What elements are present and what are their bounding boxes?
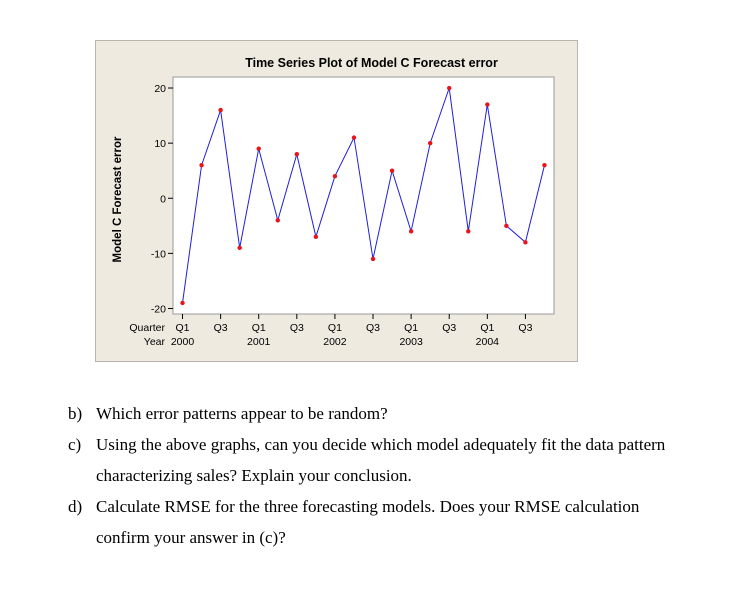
data-point [504, 223, 509, 229]
x-tick-quarter-label: Q1 [404, 322, 418, 334]
question-text: confirm your answer in (c)? [96, 528, 286, 547]
x-tick-year-label: 2004 [476, 336, 500, 348]
data-point [294, 151, 300, 157]
x-tick-year-label: 2001 [247, 336, 271, 348]
x-tick-quarter-label: Q3 [290, 322, 304, 334]
question-list: b) Which error patterns appear to be ran… [68, 398, 728, 553]
question-text: Calculate RMSE for the three forecasting… [96, 497, 640, 516]
data-point [275, 218, 280, 223]
data-point [199, 162, 204, 168]
series-line [182, 87, 545, 304]
data-point [485, 102, 490, 107]
question-d: d) Calculate RMSE for the three forecast… [68, 491, 728, 553]
data-point [218, 107, 223, 113]
chart-title: Time Series Plot of Model C Forecast err… [245, 56, 498, 70]
data-point [523, 240, 528, 245]
x-tick-quarter-label: Q3 [214, 322, 228, 334]
data-point [351, 135, 357, 140]
question-letter: d) [68, 497, 83, 516]
x-tick-quarter-label: Q1 [328, 322, 342, 334]
x-tick-quarter-label: Q1 [176, 322, 190, 334]
data-point [313, 234, 319, 240]
data-point [427, 140, 433, 146]
time-series-chart: Time Series Plot of Model C Forecast err… [95, 40, 578, 362]
x-tick-quarter-label: Q1 [252, 322, 266, 334]
chart-panel: Time Series Plot of Model C Forecast err… [95, 40, 578, 362]
y-tick-label: -20 [151, 303, 166, 315]
question-text: Which error patterns appear to be random… [96, 404, 388, 423]
data-point [332, 174, 338, 179]
y-tick-label: 10 [154, 138, 166, 150]
data-point [256, 146, 261, 151]
question-letter: b) [68, 404, 83, 423]
y-tick-label: 0 [160, 193, 166, 205]
data-point [466, 229, 471, 234]
x-tick-year-label: 2000 [171, 336, 195, 348]
question-c: c) Using the above graphs, can you decid… [68, 429, 728, 491]
data-point [370, 256, 376, 262]
y-tick-label: 20 [154, 83, 166, 95]
x-tick-quarter-label: Q1 [480, 322, 494, 334]
x-tick-quarter-label: Q3 [442, 322, 456, 334]
data-point [408, 229, 414, 234]
question-letter: c) [68, 435, 82, 454]
question-text: Using the above graphs, can you decide w… [96, 435, 666, 454]
data-point [542, 162, 547, 168]
x-tick-quarter-label: Q3 [366, 322, 380, 334]
y-axis-label: Model C Forecast error [112, 136, 124, 262]
x-tick-quarter-label: Q3 [518, 322, 532, 334]
question-text: characterizing sales? Explain your concl… [96, 466, 412, 485]
question-b: b) Which error patterns appear to be ran… [68, 398, 728, 429]
data-point [447, 85, 452, 91]
x-axis-row-label-year: Year [144, 336, 166, 348]
x-tick-year-label: 2002 [323, 336, 347, 348]
y-tick-label: -10 [151, 248, 166, 260]
data-point [389, 168, 395, 173]
x-tick-year-label: 2003 [399, 336, 423, 348]
data-point [180, 300, 185, 306]
x-axis-row-label-quarter: Quarter [129, 322, 165, 334]
data-point [237, 245, 242, 251]
